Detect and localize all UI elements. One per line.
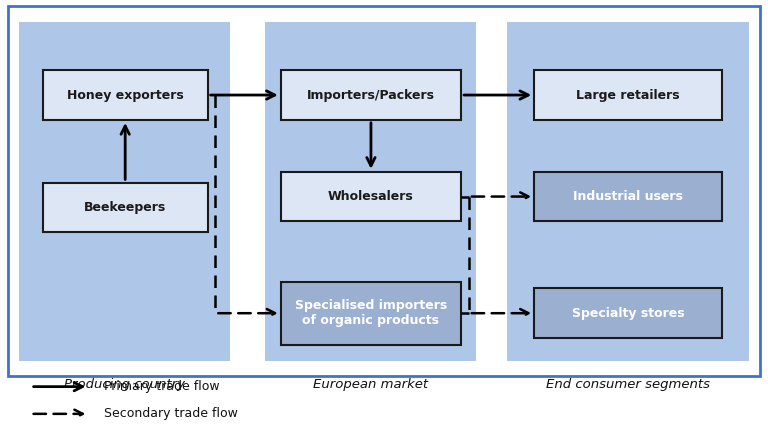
Text: Primary trade flow: Primary trade flow	[104, 380, 220, 393]
Text: Specialised importers
of organic products: Specialised importers of organic product…	[295, 299, 447, 327]
FancyBboxPatch shape	[43, 182, 207, 232]
Text: Industrial users: Industrial users	[573, 190, 684, 203]
FancyBboxPatch shape	[535, 289, 722, 338]
FancyBboxPatch shape	[8, 6, 760, 376]
FancyBboxPatch shape	[281, 282, 461, 345]
Text: Wholesalers: Wholesalers	[328, 190, 414, 203]
FancyBboxPatch shape	[265, 22, 476, 361]
Text: Honey exporters: Honey exporters	[67, 89, 184, 102]
FancyBboxPatch shape	[19, 22, 230, 361]
Text: End consumer segments: End consumer segments	[546, 378, 710, 391]
Text: Producing country: Producing country	[65, 378, 185, 391]
FancyBboxPatch shape	[281, 172, 461, 221]
Text: European market: European market	[313, 378, 428, 391]
Text: Secondary trade flow: Secondary trade flow	[104, 407, 237, 420]
FancyBboxPatch shape	[535, 172, 722, 221]
Text: Beekeepers: Beekeepers	[84, 201, 167, 214]
Text: Specialty stores: Specialty stores	[572, 307, 684, 320]
FancyBboxPatch shape	[507, 22, 749, 361]
FancyBboxPatch shape	[43, 70, 207, 120]
FancyBboxPatch shape	[535, 70, 722, 120]
Text: Large retailers: Large retailers	[577, 89, 680, 102]
Text: Importers/Packers: Importers/Packers	[307, 89, 435, 102]
FancyBboxPatch shape	[281, 70, 461, 120]
